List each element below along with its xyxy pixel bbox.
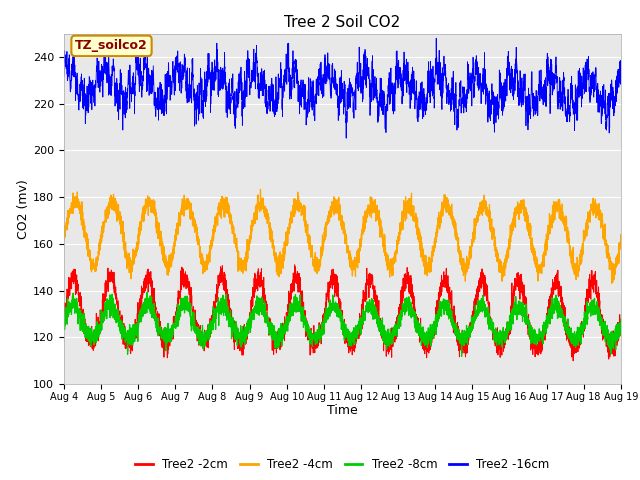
Tree2 -16cm xyxy=(564,111,572,117)
Tree2 -8cm xyxy=(617,322,625,328)
Tree2 -16cm xyxy=(179,73,187,79)
Line: Tree2 -4cm: Tree2 -4cm xyxy=(64,189,621,283)
Tree2 -2cm xyxy=(60,313,68,319)
Tree2 -16cm xyxy=(397,84,404,90)
Tree2 -4cm xyxy=(179,206,187,212)
Tree2 -8cm xyxy=(397,307,404,313)
Tree2 -16cm xyxy=(617,73,625,79)
Tree2 -8cm xyxy=(617,316,625,322)
Tree2 -8cm xyxy=(564,321,572,327)
Title: Tree 2 Soil CO2: Tree 2 Soil CO2 xyxy=(284,15,401,30)
Line: Tree2 -8cm: Tree2 -8cm xyxy=(64,292,621,357)
Tree2 -2cm xyxy=(179,279,187,285)
Tree2 -4cm xyxy=(608,280,616,286)
Tree2 -16cm xyxy=(406,104,414,109)
Tree2 -4cm xyxy=(617,246,625,252)
Tree2 -2cm xyxy=(291,262,298,268)
Legend: Tree2 -2cm, Tree2 -4cm, Tree2 -8cm, Tree2 -16cm: Tree2 -2cm, Tree2 -4cm, Tree2 -8cm, Tree… xyxy=(131,454,554,476)
Tree2 -4cm xyxy=(397,226,404,231)
Tree2 -4cm xyxy=(257,186,264,192)
Tree2 -4cm xyxy=(60,238,68,243)
Text: TZ_soilco2: TZ_soilco2 xyxy=(75,39,148,52)
Tree2 -16cm xyxy=(60,73,68,79)
Line: Tree2 -16cm: Tree2 -16cm xyxy=(64,38,621,138)
Tree2 -2cm xyxy=(617,320,625,325)
Tree2 -8cm xyxy=(60,320,68,325)
Tree2 -4cm xyxy=(564,238,572,243)
Tree2 -2cm xyxy=(570,358,577,364)
Tree2 -8cm xyxy=(216,300,223,306)
Tree2 -2cm xyxy=(397,299,404,305)
Tree2 -2cm xyxy=(406,282,414,288)
Tree2 -16cm xyxy=(216,81,223,87)
Tree2 -8cm xyxy=(143,289,151,295)
Tree2 -4cm xyxy=(617,232,625,238)
Tree2 -16cm xyxy=(617,77,625,83)
Tree2 -2cm xyxy=(617,322,625,328)
Tree2 -2cm xyxy=(216,276,223,282)
X-axis label: Time: Time xyxy=(327,405,358,418)
Line: Tree2 -2cm: Tree2 -2cm xyxy=(64,265,621,361)
Tree2 -16cm xyxy=(433,36,440,41)
Y-axis label: CO2 (mv): CO2 (mv) xyxy=(17,179,30,239)
Tree2 -8cm xyxy=(458,354,465,360)
Tree2 -2cm xyxy=(564,324,572,330)
Tree2 -8cm xyxy=(406,313,414,319)
Tree2 -4cm xyxy=(216,207,223,213)
Tree2 -4cm xyxy=(406,201,414,207)
Tree2 -16cm xyxy=(342,135,350,141)
Tree2 -8cm xyxy=(180,305,188,311)
